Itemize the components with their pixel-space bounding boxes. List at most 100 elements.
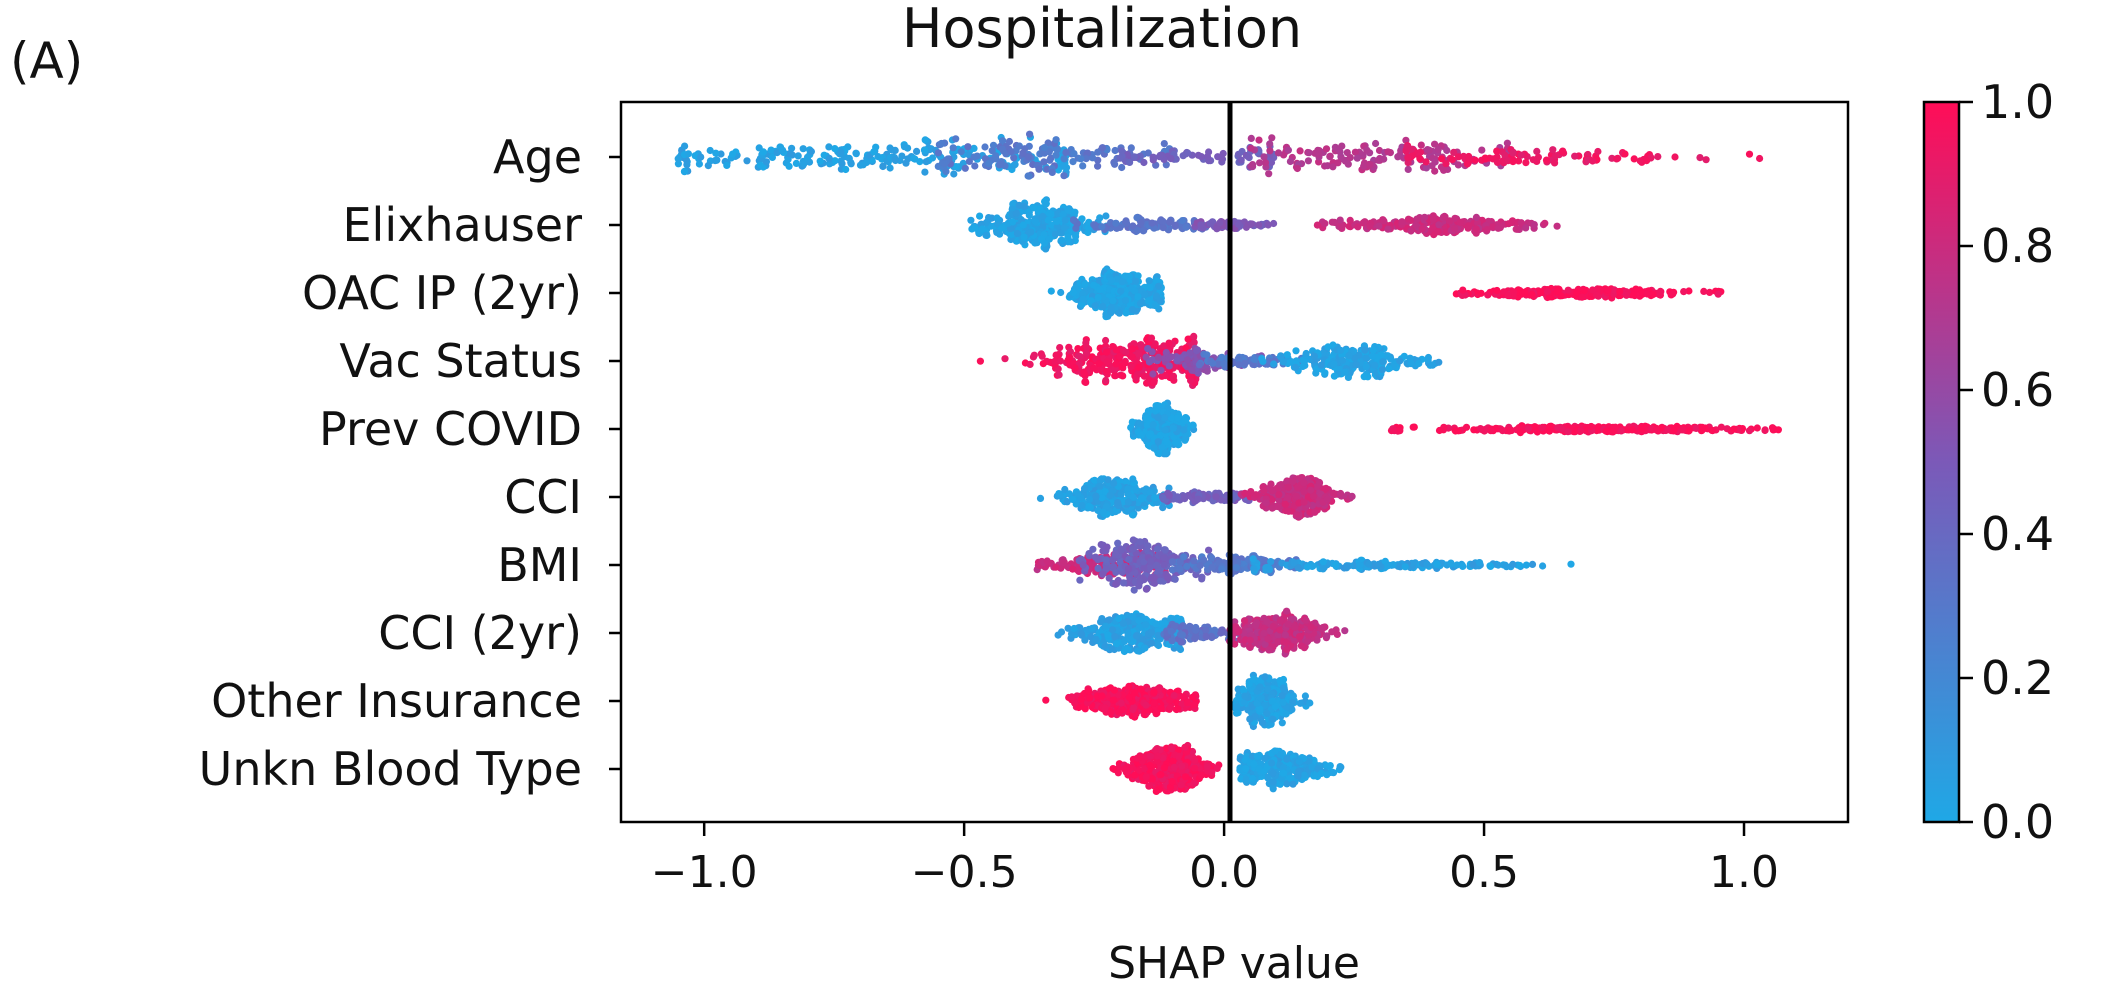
shap-point	[1621, 150, 1629, 158]
shap-point	[1509, 292, 1517, 300]
shap-point	[1083, 343, 1091, 352]
shap-point	[1045, 209, 1053, 217]
shap-point	[1190, 557, 1198, 565]
shap-point	[1344, 160, 1352, 168]
shap-point	[993, 214, 1001, 222]
shap-point	[1487, 427, 1495, 435]
shap-point	[1567, 560, 1575, 568]
shap-point	[1643, 157, 1651, 165]
shap-point	[934, 149, 943, 157]
shap-point	[1036, 494, 1045, 502]
shap-point	[1154, 353, 1163, 361]
shap-point	[1379, 358, 1387, 366]
shap-point	[706, 146, 714, 155]
shap-point	[1123, 478, 1131, 486]
shap-point	[1244, 153, 1252, 161]
shap-point	[965, 157, 974, 165]
shap-point	[1636, 157, 1644, 165]
shap-point	[1044, 216, 1052, 224]
shap-point	[1129, 545, 1137, 553]
shap-point	[1052, 563, 1060, 571]
shap-point	[1112, 568, 1120, 576]
shap-point	[1610, 286, 1618, 294]
shap-point	[1431, 158, 1439, 166]
shap-point	[1151, 494, 1159, 502]
shap-point	[1011, 160, 1019, 168]
shap-point	[1552, 152, 1560, 160]
shap-point	[1678, 426, 1686, 434]
shap-point	[1407, 227, 1415, 235]
shap-point	[1283, 351, 1291, 359]
shap-point	[1065, 490, 1073, 498]
shap-point	[1132, 277, 1140, 285]
shap-point	[1573, 289, 1581, 297]
shap-point	[1167, 155, 1175, 163]
shap-point	[1146, 430, 1155, 438]
shap-point	[1309, 492, 1318, 500]
shap-point	[1539, 562, 1547, 570]
shap-point	[785, 162, 793, 170]
shap-point	[1537, 288, 1545, 296]
shap-point	[1521, 288, 1529, 296]
shap-point	[900, 143, 909, 151]
shap-point	[768, 153, 777, 161]
shap-point	[1055, 371, 1063, 379]
shap-point	[1366, 222, 1374, 231]
shap-point	[1150, 444, 1158, 452]
shap-point	[1423, 146, 1432, 154]
shap-point	[1256, 159, 1264, 167]
shap-point	[1441, 213, 1449, 221]
shap-point	[1322, 484, 1330, 492]
shap-point	[1290, 559, 1298, 567]
shap-point	[1578, 293, 1586, 301]
shap-point	[1076, 576, 1084, 584]
shap-point	[1001, 355, 1009, 363]
shap-point	[1161, 426, 1169, 434]
shap-point	[1094, 506, 1102, 515]
shap-point	[1031, 218, 1039, 226]
shap-point	[1670, 427, 1678, 435]
shap-point	[1109, 297, 1117, 305]
shap-point	[992, 152, 1000, 160]
shap-point	[1259, 357, 1267, 365]
shap-point	[1059, 210, 1067, 219]
shap-point	[1451, 427, 1460, 435]
shap-point	[1307, 486, 1315, 494]
shap-point	[1206, 220, 1214, 228]
shap-point	[1173, 414, 1182, 422]
shap-point	[1417, 141, 1425, 149]
shap-point	[1158, 443, 1166, 451]
shap-point	[1592, 291, 1600, 299]
shap-point	[1589, 157, 1597, 165]
shap-point	[1338, 356, 1347, 364]
shap-point	[1237, 156, 1245, 164]
shap-point	[1203, 367, 1211, 375]
shap-point	[785, 150, 794, 158]
shap-point	[1577, 427, 1585, 435]
shap-point	[879, 162, 887, 170]
shap-point	[1440, 423, 1448, 431]
shap-point	[1193, 347, 1201, 355]
shap-point	[1047, 287, 1055, 295]
shap-point	[1112, 346, 1120, 354]
shap-point	[1330, 372, 1338, 380]
shap-point	[1649, 290, 1657, 298]
shap-point	[852, 149, 860, 157]
shap-point	[1380, 217, 1388, 225]
shap-point	[1116, 558, 1124, 566]
shap-point	[1107, 304, 1115, 312]
shap-point	[1101, 488, 1109, 496]
shap-point	[1354, 223, 1362, 231]
shap-point	[691, 152, 699, 160]
shap-point	[999, 137, 1007, 145]
shap-point	[1372, 139, 1380, 148]
shap-point	[1248, 220, 1256, 228]
shap-point	[1094, 293, 1102, 302]
shap-point	[1470, 426, 1478, 434]
shap-point	[1027, 228, 1035, 236]
shap-point	[1284, 483, 1292, 491]
shap-point	[1404, 215, 1413, 223]
shap-point	[1669, 290, 1677, 298]
shap-point	[838, 160, 846, 168]
